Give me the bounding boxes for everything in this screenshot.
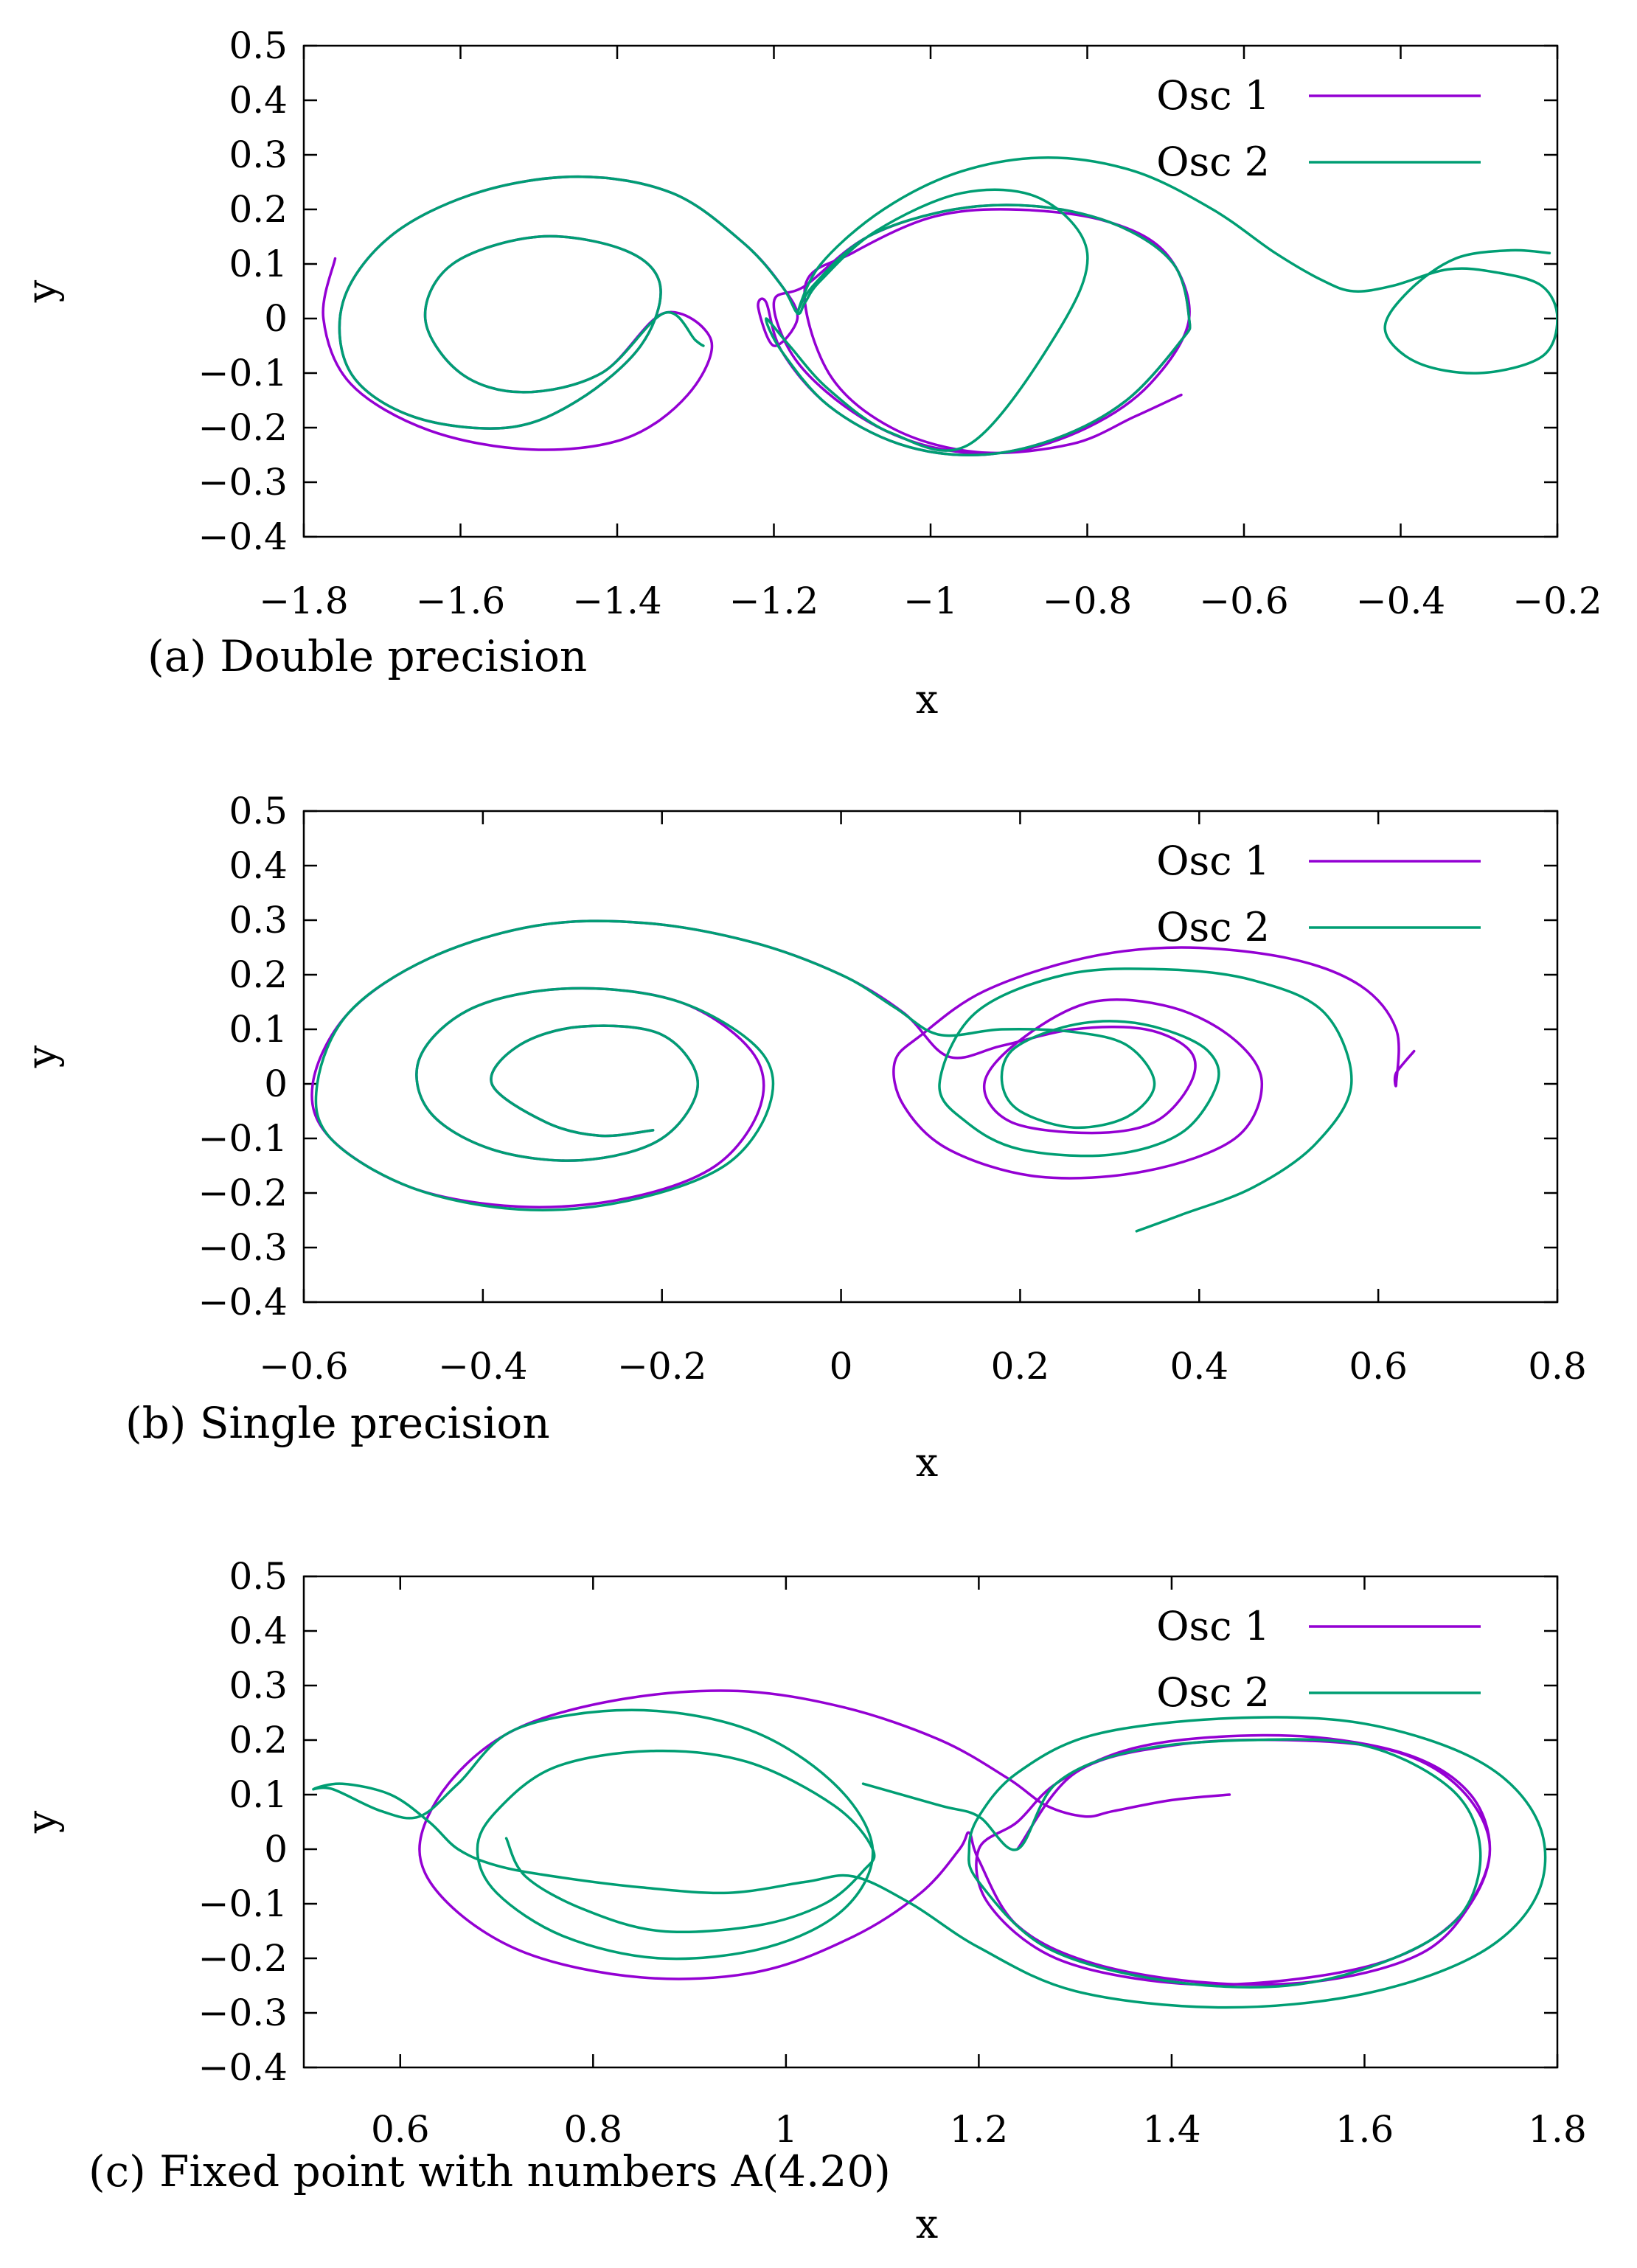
legend-label-1: Osc 1 xyxy=(1156,838,1270,884)
x-tick-label: −1.2 xyxy=(729,580,818,622)
plot-frame xyxy=(302,1575,1559,2069)
x-tick-label: 0.2 xyxy=(991,1345,1050,1388)
series-line-1 xyxy=(418,1689,1492,1986)
x-tick-label: −0.2 xyxy=(617,1345,706,1388)
x-tick-label: −0.4 xyxy=(1356,580,1445,622)
x-tick-label: 1.4 xyxy=(1142,2108,1201,2151)
y-tick-label: 0.3 xyxy=(229,133,288,176)
y-tick-label: 0.4 xyxy=(229,1610,288,1652)
y-tick-label: 0.3 xyxy=(229,1664,288,1707)
y-tick-label: 0.5 xyxy=(229,790,288,832)
legend-label-2: Osc 2 xyxy=(1156,1669,1270,1716)
y-tick-label: −0.1 xyxy=(198,352,288,394)
x-tick-label: 0.6 xyxy=(371,2108,430,2151)
x-tick-label: 0.6 xyxy=(1349,1345,1408,1388)
x-tick-label: 1.2 xyxy=(950,2108,1009,2151)
series-line-1 xyxy=(310,919,1416,1208)
y-tick-label: 0 xyxy=(264,1828,288,1871)
y-tick-label: 0 xyxy=(264,1062,288,1105)
y-tick-label: −0.1 xyxy=(198,1117,288,1160)
y-tick-label: −0.2 xyxy=(198,1172,288,1214)
x-axis-label: x xyxy=(916,2201,938,2247)
y-tick-label: −0.4 xyxy=(198,515,288,558)
legend-label-2: Osc 2 xyxy=(1156,904,1270,950)
caption-a: (a) Double precision xyxy=(147,631,587,681)
panel-a: −0.4 −0.3 −0.2 −0.1 0 0.1 0.2 0.3 0.4 0.5 −1.8 −1.6… xyxy=(18,24,1602,723)
plot-frame xyxy=(302,810,1559,1304)
x-tick-label: −0.4 xyxy=(438,1345,527,1388)
y-tick-label: 0.4 xyxy=(229,844,288,887)
y-tick-label: 0.4 xyxy=(229,79,288,122)
legend-label-1: Osc 1 xyxy=(1156,1603,1270,1649)
y-tick-label: 0.2 xyxy=(229,188,288,231)
x-tick-label: 0.8 xyxy=(1528,1345,1587,1388)
y-tick-label: 0.1 xyxy=(229,243,288,285)
caption-b: (b) Single precision xyxy=(125,1398,550,1448)
x-axis-label: x xyxy=(916,1439,938,1486)
x-tick-label: −0.2 xyxy=(1512,580,1602,622)
y-tick-label: −0.3 xyxy=(198,1992,288,2034)
legend-label-2: Osc 2 xyxy=(1156,139,1270,185)
x-tick-label: 1.8 xyxy=(1528,2108,1587,2151)
y-tick-label: 0.2 xyxy=(229,1719,288,1761)
x-tick-label: 1.6 xyxy=(1335,2108,1394,2151)
y-axis-label: y xyxy=(18,279,65,303)
y-tick-label: 0 xyxy=(264,297,288,340)
y-axis-label: y xyxy=(18,1045,65,1068)
y-tick-label: −0.3 xyxy=(198,461,288,504)
x-tick-label: 0 xyxy=(830,1345,853,1388)
y-tick-label: −0.2 xyxy=(198,1937,288,1980)
series-line-2 xyxy=(314,919,1353,1233)
caption-c: (c) Fixed point with numbers A(4.20) xyxy=(88,2146,891,2196)
series-line-2 xyxy=(338,156,1557,456)
x-tick-label: 1 xyxy=(774,2108,798,2151)
y-tick-label: 0.3 xyxy=(229,899,288,942)
y-tick-label: 0.1 xyxy=(229,1773,288,1816)
y-tick-label: −0.3 xyxy=(198,1226,288,1269)
y-tick-label: 0.5 xyxy=(229,1555,288,1598)
x-tick-label: −1.8 xyxy=(259,580,348,622)
x-tick-label: −0.6 xyxy=(1199,580,1288,622)
series-line-1 xyxy=(322,175,1192,456)
y-tick-label: 0.5 xyxy=(229,24,288,67)
y-tick-label: 0.1 xyxy=(229,1008,288,1051)
series-line-2 xyxy=(312,1708,1547,2009)
y-axis-label: y xyxy=(18,1810,65,1834)
x-tick-label: −0.8 xyxy=(1043,580,1132,622)
y-tick-label: −0.4 xyxy=(198,2046,288,2089)
x-tick-label: −1.4 xyxy=(572,580,661,622)
y-tick-label: −0.4 xyxy=(198,1281,288,1323)
x-tick-label: −1 xyxy=(903,580,958,622)
x-axis-label: x xyxy=(916,676,938,723)
x-tick-label: −0.6 xyxy=(259,1345,348,1388)
y-tick-label: −0.1 xyxy=(198,1882,288,1925)
x-tick-label: 0.4 xyxy=(1170,1345,1229,1388)
y-tick-label: 0.2 xyxy=(229,953,288,996)
panel-b: −0.4 −0.3 −0.2 −0.1 0 0.1 0.2 0.3 0.4 0.5 −0.6 −0.4… xyxy=(18,790,1587,1486)
x-tick-label: −1.6 xyxy=(416,580,505,622)
x-tick-label: 0.8 xyxy=(564,2108,623,2151)
panel-c: −0.4 −0.3 −0.2 −0.1 0 0.1 0.2 0.3 0.4 0.5 0.6 0.8 1 1… xyxy=(18,1555,1587,2247)
legend-label-1: Osc 1 xyxy=(1156,72,1270,119)
y-tick-label: −0.2 xyxy=(198,406,288,449)
